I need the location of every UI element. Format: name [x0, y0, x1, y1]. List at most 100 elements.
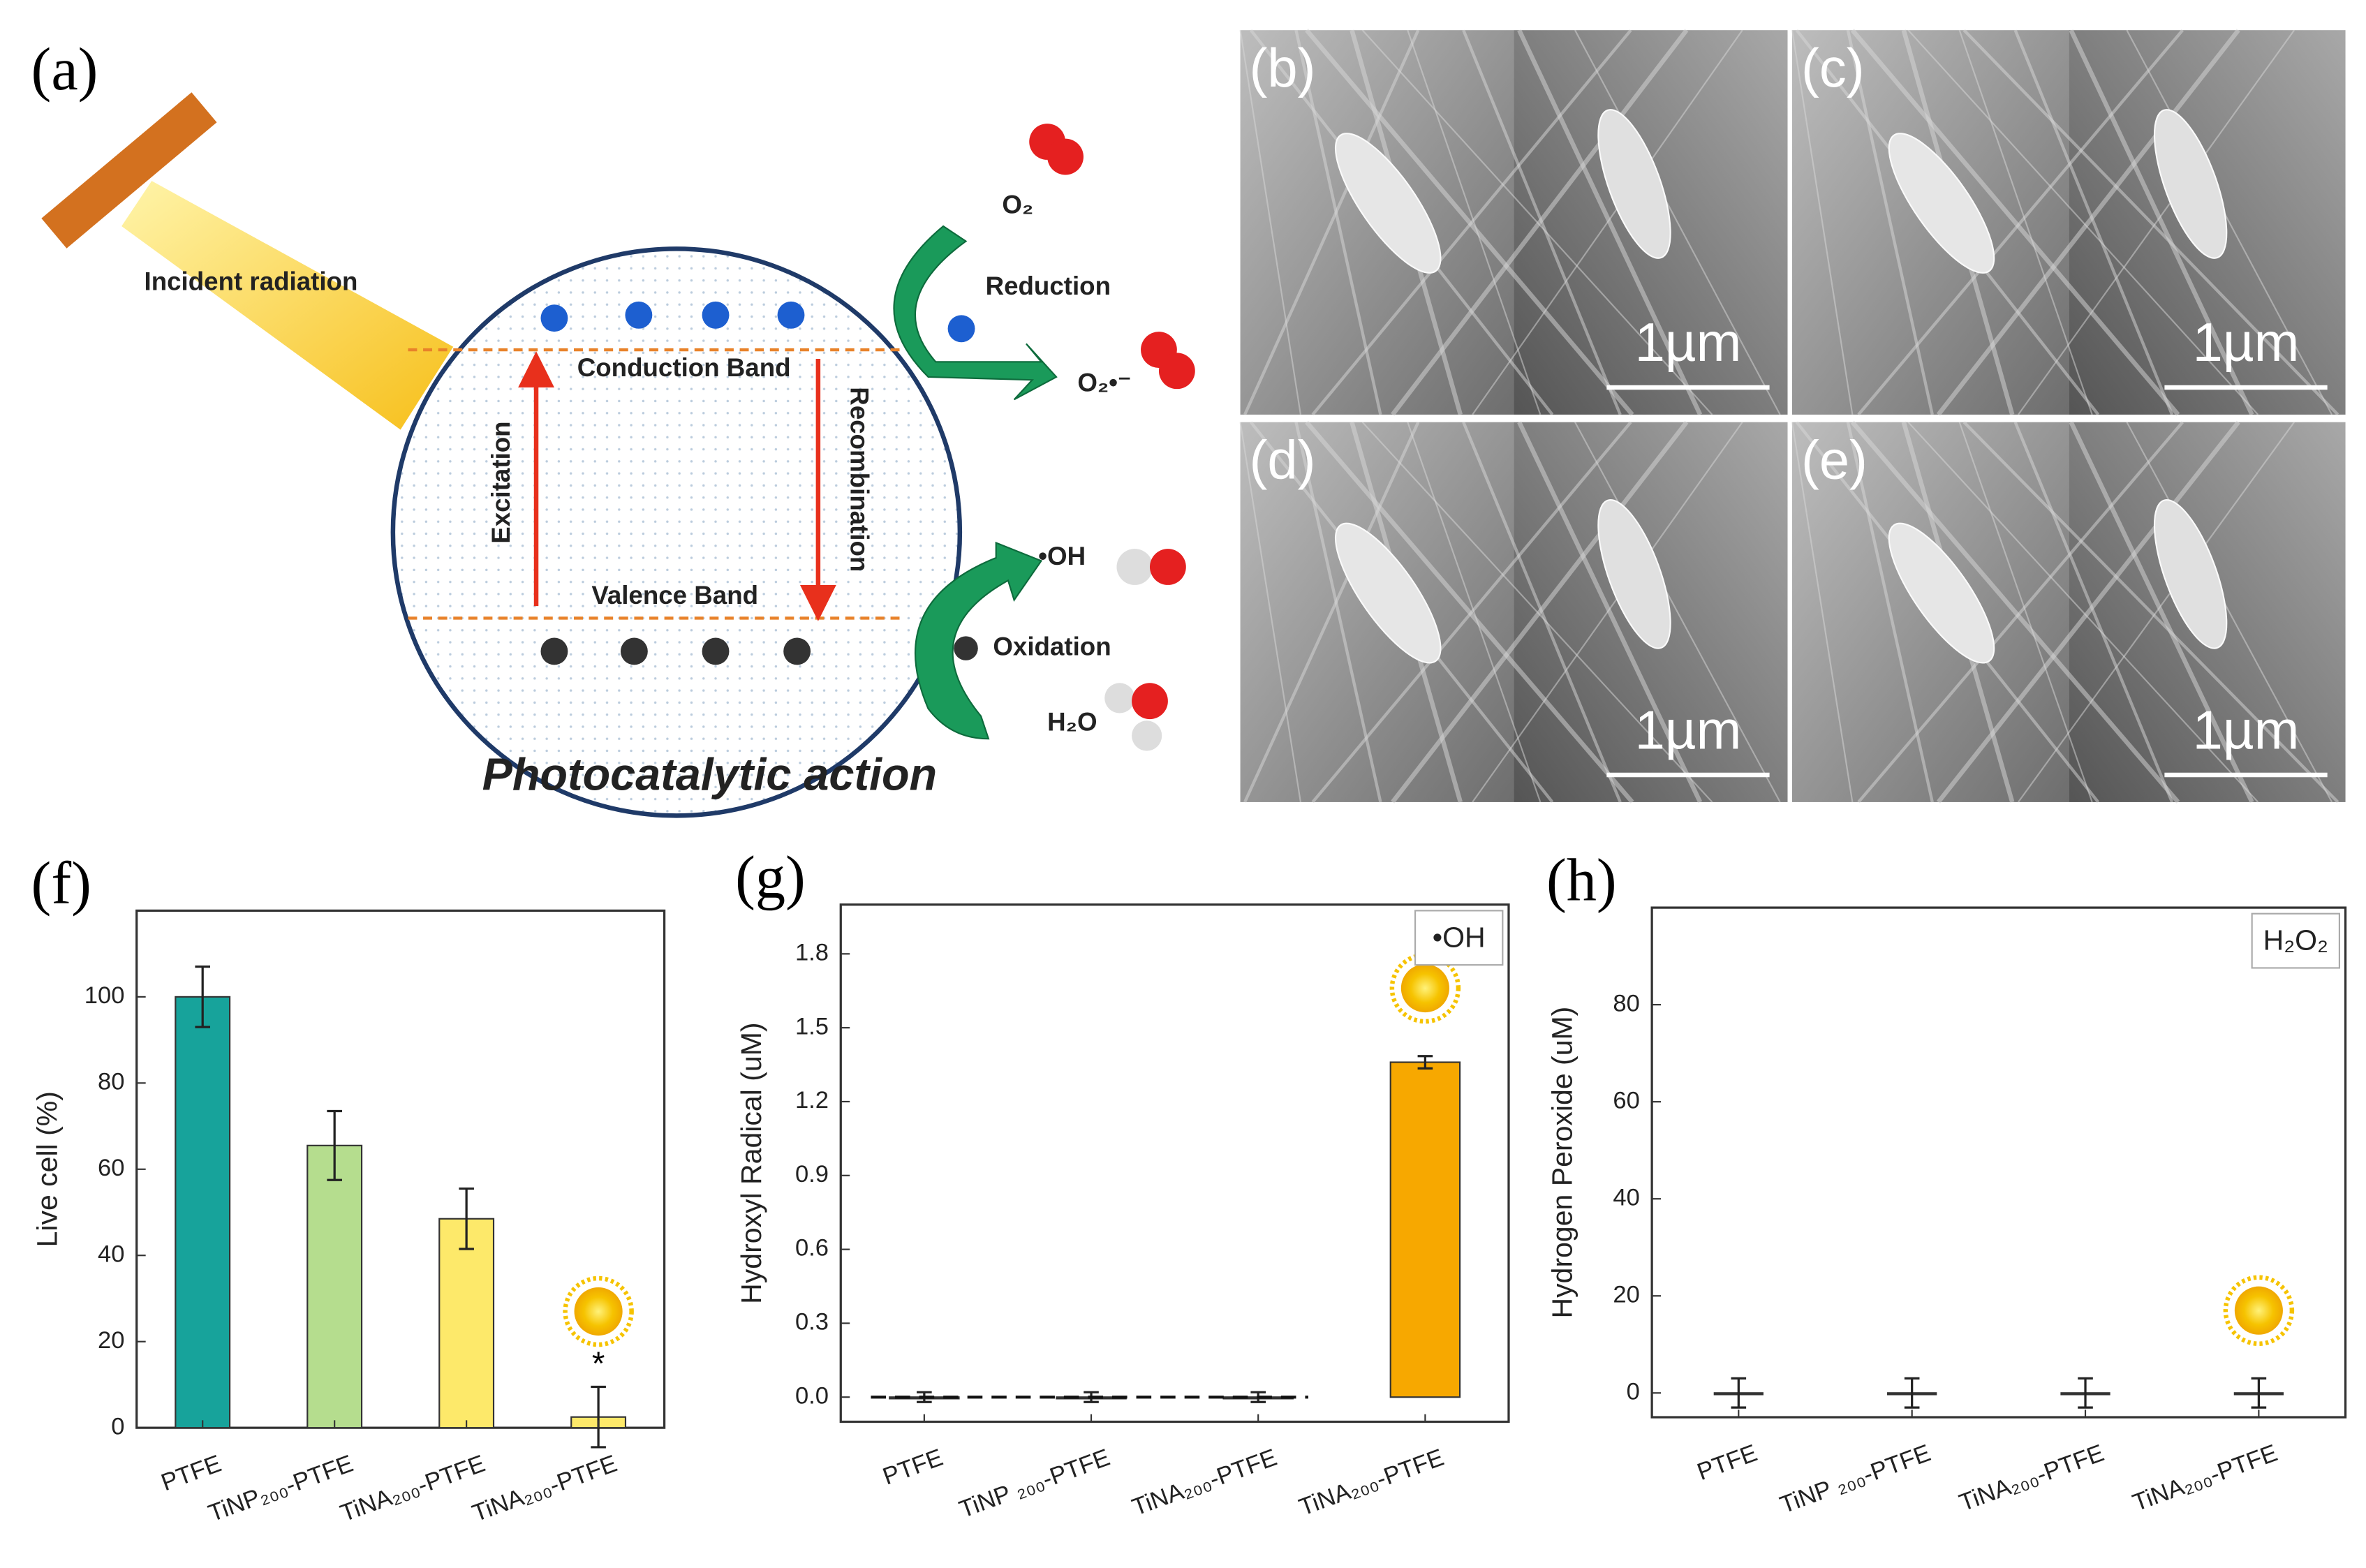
x-tick-label: TiNA₂₀₀-PTFE: [1296, 1444, 1447, 1521]
x-tick-label: PTFE: [158, 1450, 225, 1496]
y-tick-label: 0: [111, 1413, 124, 1440]
fiber: [1962, 29, 2339, 416]
plot-frame: [1650, 906, 2347, 1419]
error-bar: [2078, 1377, 2093, 1409]
y-tick-label: 20: [98, 1327, 124, 1354]
fiber: [2069, 29, 2254, 416]
fiber: [1791, 30, 1854, 415]
excitation-label: Excitation: [487, 421, 515, 543]
bacterium: [1888, 522, 1995, 664]
panel-label: (h): [1546, 847, 1617, 914]
sun-halo: [2223, 1275, 2295, 1346]
fiber: [1958, 29, 2093, 415]
fiber: [2069, 421, 2254, 804]
y-tick-label: 80: [1613, 990, 1639, 1016]
panel-label: (d): [1250, 431, 1316, 491]
fiber: [1361, 421, 1713, 803]
y-tick-label: 80: [98, 1068, 124, 1095]
fiber: [1243, 29, 1420, 415]
lamp: [41, 92, 217, 249]
scale-label: 1µm: [2193, 313, 2300, 373]
bacterium: [1334, 133, 1442, 274]
error-bar: [2251, 1377, 2267, 1409]
y-tick-label: 1.2: [795, 1087, 829, 1114]
fiber: [1846, 422, 1934, 803]
y-tick-label: 100: [84, 982, 125, 1009]
fiber: [1472, 29, 1743, 415]
fiber: [1962, 421, 2339, 804]
sun-icon: [2234, 1286, 2283, 1335]
error-bar: [327, 1109, 342, 1181]
fiber: [1391, 29, 1689, 416]
fiber: [1517, 29, 1703, 416]
fiber: [1517, 421, 1703, 804]
incident-label: Incident radiation: [145, 267, 358, 296]
error-bar: [1731, 1377, 1747, 1409]
bacterium: [2153, 109, 2228, 259]
y-tick-label: 0: [1627, 1378, 1640, 1405]
panel-label: (b): [1250, 38, 1316, 98]
x-tick-label: TiNA₂₀₀-PTFE: [1956, 1440, 2108, 1516]
legend-label: H₂O₂: [2263, 924, 2328, 956]
sun-halo: [563, 1275, 634, 1347]
y-tick-label: 40: [98, 1241, 124, 1267]
fiber: [2018, 29, 2295, 415]
sun-icon: [1400, 963, 1449, 1013]
y-tick-label: 0.0: [795, 1382, 829, 1409]
panel-label: (c): [1801, 38, 1865, 98]
superoxide-label: O₂•⁻: [1077, 368, 1131, 397]
fiber: [2126, 29, 2333, 415]
legend-box: [1414, 910, 1504, 966]
valence-label: Valence Band: [591, 581, 758, 609]
panel-label: (e): [1801, 431, 1868, 491]
plot-frame: [839, 903, 1510, 1423]
fiber: [1936, 29, 2240, 416]
fiber: [2018, 422, 2295, 803]
y-axis-label: Hydroxyl Radical (uM): [735, 1022, 767, 1303]
fiber: [2126, 422, 2333, 803]
fiber: [1936, 420, 2240, 804]
bar: [175, 996, 231, 1429]
micrographs: (b) 1µm (c) 1µm (d) 1µm (e) 1µm: [1239, 29, 2346, 804]
recombination-label: Recombination: [845, 387, 873, 572]
panel-label: (a): [31, 36, 98, 103]
light-beam: [121, 181, 454, 430]
y-tick-label: 0.9: [795, 1161, 829, 1188]
x-tick-label: TiNP ₂₀₀-PTFE: [1777, 1440, 1935, 1518]
reduction-label: Reduction: [986, 272, 1111, 300]
y-tick-label: 40: [1613, 1184, 1639, 1211]
reduction-arrow: [893, 225, 1058, 401]
fiber: [1907, 29, 2259, 415]
bar: [438, 1218, 495, 1429]
o2-label: O₂: [1002, 191, 1033, 219]
bar: [1389, 1061, 1461, 1398]
sun-icon: [574, 1287, 623, 1336]
error-bar: [195, 966, 211, 1028]
fiber: [1850, 29, 2180, 416]
hydroxyl-label: •OH: [1038, 542, 1086, 570]
oxidation-label: Oxidation: [993, 632, 1111, 660]
fiber: [1574, 29, 1781, 415]
electron: [947, 315, 975, 343]
error-bar: [591, 1385, 606, 1449]
x-tick-label: TiNA₂₀₀-PTFE: [469, 1450, 621, 1527]
y-tick-label: 60: [98, 1155, 124, 1181]
fiber: [1574, 422, 1781, 803]
fiber: [1305, 29, 1634, 416]
fiber: [2013, 29, 2174, 415]
bacterium: [1334, 522, 1442, 664]
fiber: [1239, 30, 1302, 415]
legend-box: [2251, 912, 2341, 969]
fiber: [1305, 420, 1634, 804]
x-tick-label: PTFE: [880, 1444, 947, 1491]
charts: (f)Live cell (%)020406080100PTFETiNP₂₀₀-…: [31, 843, 2347, 1527]
fiber: [1391, 420, 1689, 804]
fiber: [1243, 421, 1420, 803]
fiber: [2013, 421, 2174, 803]
fiber: [1857, 29, 2184, 416]
diagram-caption: Photocatalytic action: [482, 748, 937, 799]
fiber: [1907, 421, 2259, 803]
bar: [306, 1144, 363, 1429]
